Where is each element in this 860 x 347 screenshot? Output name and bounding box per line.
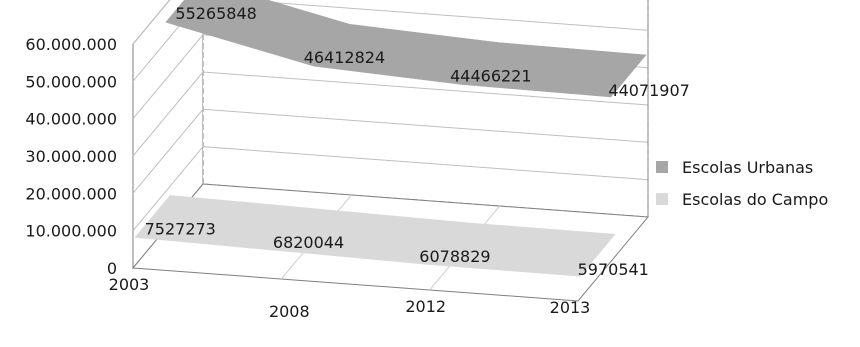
data-labels: 7527273 6820044 6078829 5970541 55265848 4641… [145,4,690,279]
data-label-escolas-do-campo-2008: 6820044 [273,233,344,252]
data-label-escolas-urbanas-2008: 46412824 [304,48,385,67]
y-axis-tick-labels: 0 10.000.000 20.000.000 30.000.000 40.000.00… [25,35,117,278]
gridline [132,146,649,232]
data-label-escolas-urbanas-2012: 44466221 [450,67,531,86]
y-tick-label-5: 50.000.000 [25,72,117,91]
data-label-escolas-do-campo-2003: 7527273 [145,219,216,238]
legend-label-escolas-urbanas: Escolas Urbanas [682,157,814,177]
legend-label-escolas-do-campo: Escolas do Campo [682,189,829,209]
data-label-escolas-urbanas-2013: 44071907 [608,81,689,100]
series-escolas-do-campo [134,195,616,277]
data-label-escolas-do-campo-2012: 6078829 [419,247,490,266]
gridline [132,108,649,194]
area-segment-escolas-urbanas-2012-2013 [462,42,647,98]
y-tick-label-6: 60.000.000 [25,35,117,54]
legend: Escolas Urbanas Escolas do Campo [656,151,860,215]
legend-item-escolas-do-campo: Escolas do Campo [656,183,860,215]
legend-item-escolas-urbanas: Escolas Urbanas [656,151,860,183]
legend-swatch-escolas-urbanas [656,161,668,173]
y-tick-label-0: 0 [107,259,117,278]
y-tick-label-2: 20.000.000 [25,184,117,203]
gridline [132,71,649,157]
x-tick-label-2013: 2013 [550,298,591,317]
x-tick-label-2012: 2012 [405,297,446,316]
area-segment-escolas-do-campo-2012-2013 [431,222,616,277]
legend-swatch-escolas-do-campo [656,193,668,205]
chart-series [134,0,647,277]
gridline [132,0,649,82]
y-tick-label-1: 10.000.000 [25,222,117,241]
series-escolas-urbanas [165,0,647,98]
y-tick-label-3: 30.000.000 [25,147,117,166]
data-label-escolas-do-campo-2013: 5970541 [578,260,649,279]
data-label-escolas-urbanas-2003: 55265848 [175,4,256,23]
x-tick-label-2003: 2003 [109,275,150,294]
gridline [132,0,171,45]
x-tick-label-2008: 2008 [269,302,310,321]
y-tick-label-4: 40.000.000 [25,110,117,129]
chart-gridlines [132,0,649,291]
x-axis-tick-labels: 2003 2008 2012 2013 [109,275,591,321]
